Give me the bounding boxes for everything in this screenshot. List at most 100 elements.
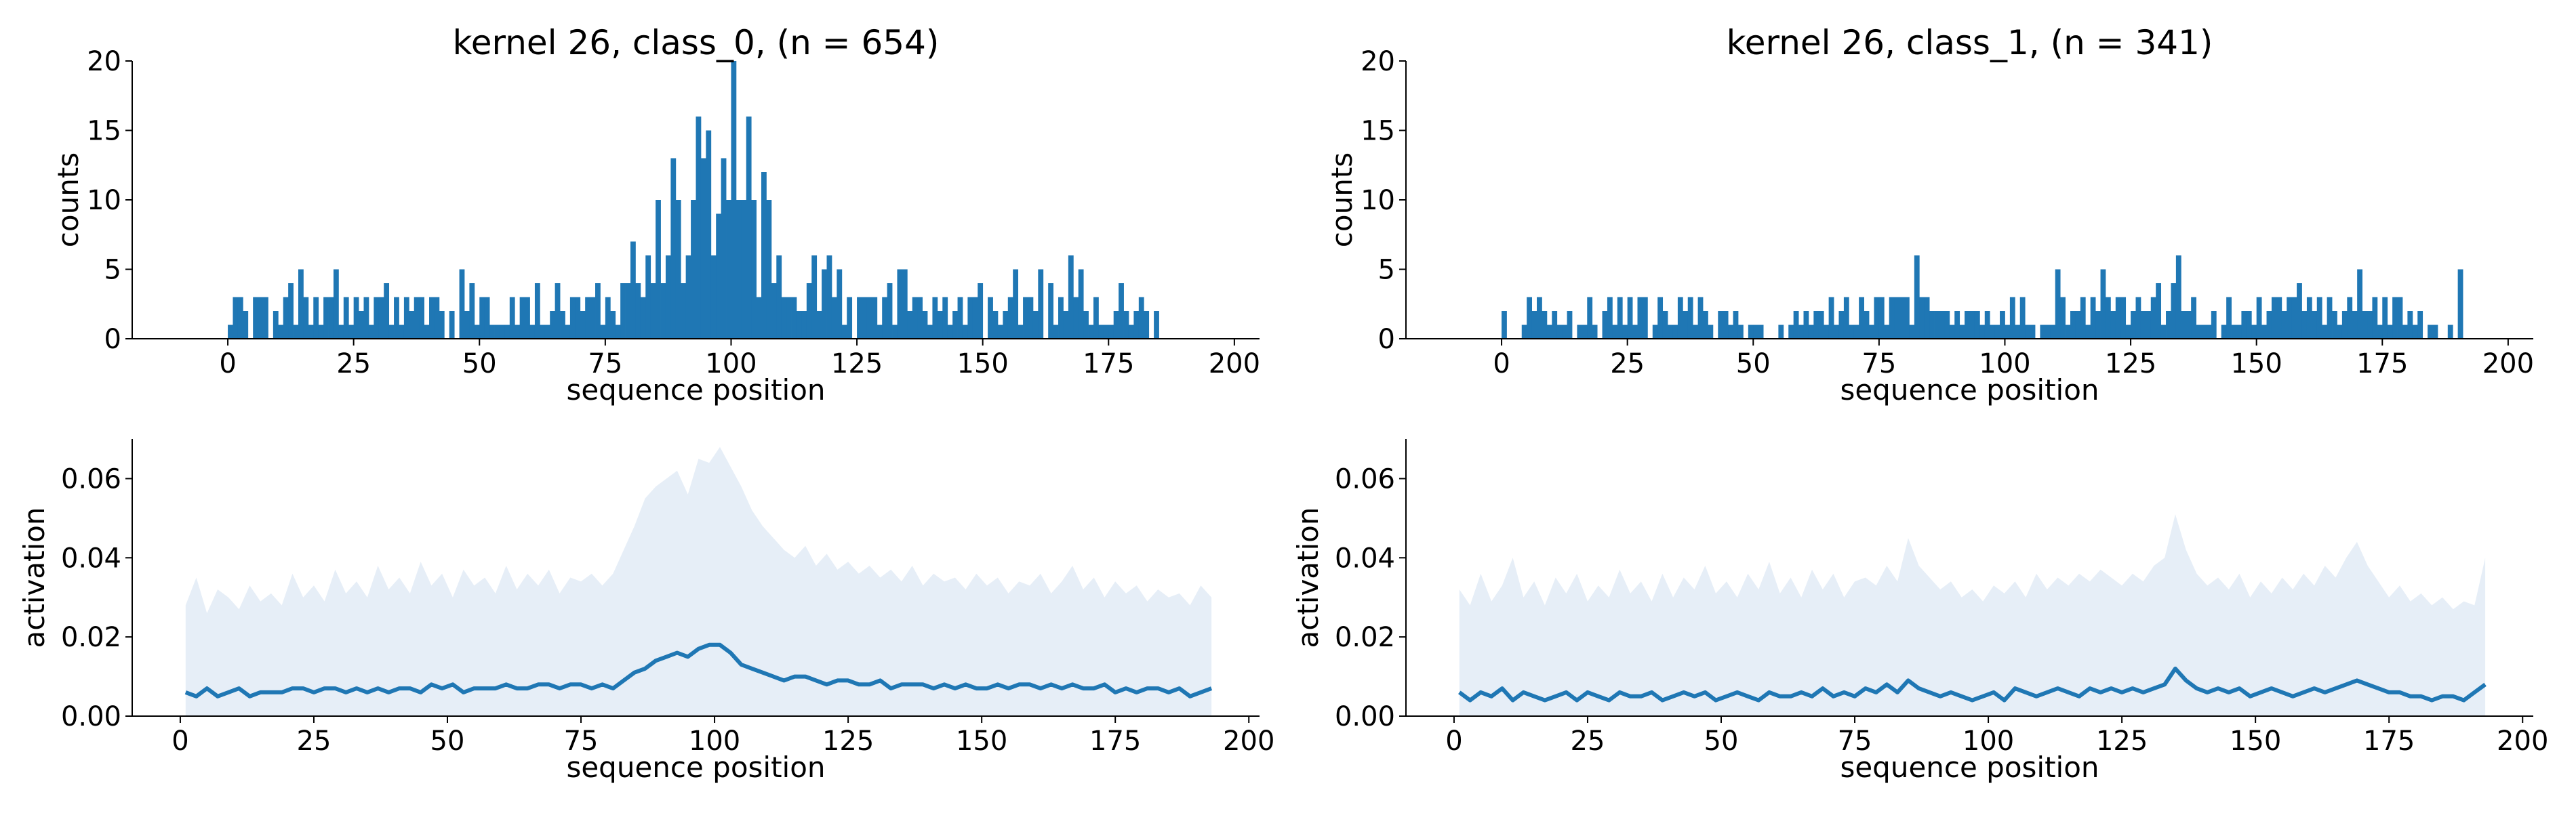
histogram-bar (1023, 297, 1028, 339)
y-tick-label: 10 (87, 185, 121, 216)
histogram-bar (685, 255, 691, 339)
y-tick-label: 5 (104, 255, 121, 286)
x-tick-label: 0 (1445, 726, 1462, 757)
histogram-bar (2251, 325, 2257, 339)
x-tick-label: 175 (2363, 726, 2415, 757)
histogram-bar (233, 297, 239, 339)
histogram-bar (409, 311, 415, 339)
histogram-bar (2362, 311, 2368, 339)
histogram-bar (2231, 325, 2237, 339)
x-tick-label: 50 (1736, 348, 1771, 379)
histogram-bar (1737, 325, 1744, 339)
histogram-bar (1909, 325, 1915, 339)
histogram-bar (338, 325, 344, 339)
histogram-bar (751, 200, 757, 339)
histogram-bar (1683, 311, 1689, 339)
histogram-bar (509, 297, 515, 339)
histogram-bar (1108, 325, 1114, 339)
histogram-bar (419, 297, 424, 339)
histogram-bar (1028, 297, 1034, 339)
histogram-bar (499, 325, 505, 339)
histogram-bar (2025, 325, 2030, 339)
histogram-bar (2005, 325, 2011, 339)
histogram-bar (569, 297, 576, 339)
x-tick-label: 100 (689, 726, 740, 757)
histogram-bar (2332, 311, 2337, 339)
histogram-bar (645, 255, 651, 339)
histogram-bar (942, 297, 948, 339)
histogram-bar (1884, 325, 1890, 339)
histogram-bar (243, 311, 249, 339)
histogram-bar (2206, 325, 2212, 339)
histogram-bar (2115, 297, 2121, 339)
histogram-bar (1562, 325, 1567, 339)
x-tick-label: 175 (1083, 348, 1134, 379)
histogram-bar (590, 297, 596, 339)
activation-panel-class-1: 0 25 50 75 100 125 150 175 200 0.00 0.02 0.04 0.06 se… (1291, 439, 2548, 784)
histogram-bar (2392, 297, 2398, 339)
histogram-bar (605, 297, 611, 339)
histogram-bar (2377, 325, 2383, 339)
histogram-bar (1934, 311, 1940, 339)
histogram-bar (540, 325, 546, 339)
histogram-bar (1828, 297, 1834, 339)
histogram-bar (1959, 325, 1965, 339)
histogram-bar (1687, 297, 1693, 339)
histogram-bar (529, 325, 536, 339)
histogram-bar (2397, 297, 2403, 339)
histogram-bar (877, 325, 883, 339)
histogram-bar (937, 311, 943, 339)
x-tick-label: 175 (1089, 726, 1141, 757)
histogram-bar (957, 297, 963, 339)
histogram-bar (343, 297, 349, 339)
x-tick-label: 100 (1963, 726, 2014, 757)
histogram-bar (2150, 297, 2156, 339)
histogram-bar (394, 297, 399, 339)
histogram-bar (2417, 311, 2423, 339)
x-axis-label: sequence position (1840, 373, 2099, 406)
histogram-bar (293, 325, 299, 339)
histogram-bar (1627, 297, 1633, 339)
histogram-bar (2055, 269, 2061, 339)
histogram-bar (2301, 311, 2308, 339)
x-tick-label: 200 (1223, 726, 1274, 757)
histogram-bar (378, 297, 384, 339)
histogram-bar (822, 269, 827, 339)
histogram-bar (665, 255, 671, 339)
histogram-bar (2341, 311, 2348, 339)
histogram-bar (1990, 325, 1996, 339)
x-tick-label: 0 (1493, 348, 1510, 379)
y-axis-label: counts (1325, 152, 1359, 247)
x-tick-label: 125 (822, 726, 874, 757)
x-tick-label: 75 (1861, 348, 1896, 379)
histogram-bar (1899, 297, 1905, 339)
y-tick-label: 15 (87, 116, 121, 147)
x-tick-label: 150 (2230, 348, 2282, 379)
histogram-bar (696, 117, 702, 339)
histogram-bar (1502, 311, 1507, 339)
histogram-bar (927, 325, 933, 339)
histogram-bar (746, 117, 752, 339)
histogram-bar (620, 283, 626, 339)
histogram-bar (1073, 297, 1079, 339)
histogram-bar (2281, 311, 2287, 339)
histogram-bar (1119, 283, 1124, 339)
x-tick-label: 25 (1610, 348, 1645, 379)
histogram-bar (1723, 311, 1729, 339)
histogram-bar (258, 297, 264, 339)
histogram-bar (816, 311, 822, 339)
histogram-bar (2287, 297, 2293, 339)
histogram-bar (2181, 311, 2187, 339)
histogram-bar (892, 325, 898, 339)
histogram-bar (962, 325, 968, 339)
histogram-bar (776, 255, 782, 339)
x-axis-label: sequence position (566, 751, 825, 784)
y-tick-label: 0.04 (61, 543, 121, 574)
histogram-bar (2276, 297, 2282, 339)
histogram-bar (2110, 311, 2116, 339)
histogram-bar (1612, 325, 1618, 339)
histogram-bar (595, 283, 601, 339)
mean-activation-line (1458, 666, 2487, 703)
activation-panel-class-0: 0 25 50 75 100 125 150 175 200 0.00 0.02 0.04 0.06 se… (18, 439, 1274, 784)
histogram-bar (1753, 325, 1759, 339)
